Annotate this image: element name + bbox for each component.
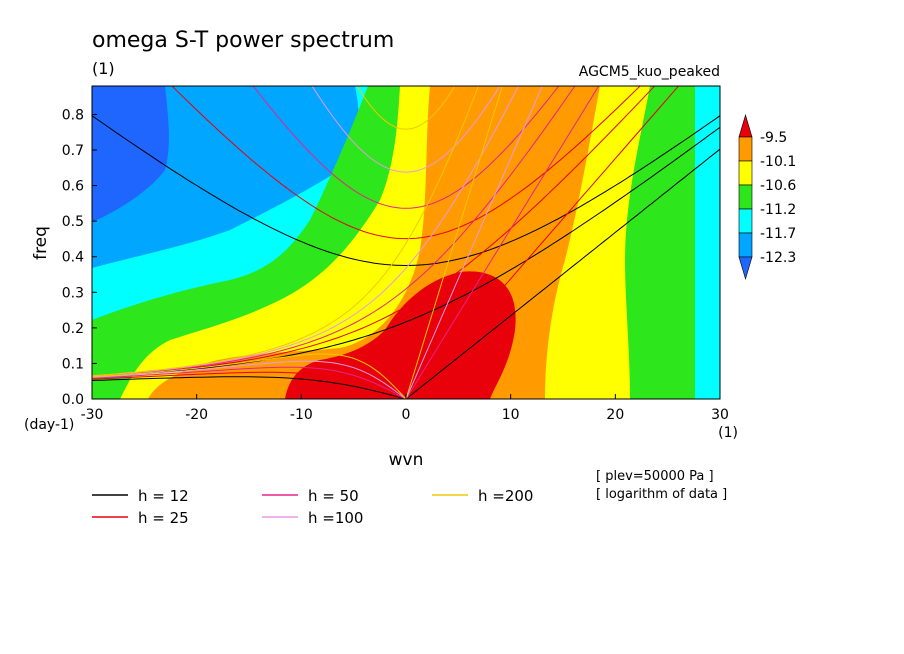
- y-tick-label: 0.8: [62, 107, 84, 123]
- x-axis: -30 -20 -10 0 10 20 30: [81, 394, 729, 423]
- colorbar-level-label: -9.5: [760, 130, 787, 146]
- legend-label: h = 50: [308, 487, 359, 505]
- x-axis-label: wvn: [389, 450, 424, 470]
- colorbar-swatch: [738, 184, 753, 210]
- y-tick-label: 0.6: [62, 179, 84, 195]
- kelvin-wave-curve: [405, 86, 600, 399]
- y-tick-label: 0.7: [62, 143, 84, 159]
- note-logarithm: [ logarithm of data ]: [596, 487, 727, 502]
- dispersion-curves: [92, 86, 720, 399]
- kelvin-wave-curve: [405, 148, 720, 399]
- colorbar-top-arrow: [738, 113, 753, 138]
- mixed-rossby-gravity-curve: [92, 86, 480, 377]
- colorbar-level-label: -11.7: [760, 226, 796, 242]
- rossby-wave-curve: [92, 360, 407, 399]
- y-tick-label: 0.2: [62, 321, 84, 337]
- mixed-rossby-gravity-curve: [92, 86, 576, 377]
- kelvin-wave-curve: [405, 86, 543, 399]
- colorbar-level-label: -10.1: [760, 154, 796, 170]
- contour-band-level-1: [285, 271, 516, 399]
- y-tick-label: 0.1: [62, 356, 84, 372]
- colorbar: -9.5 -10.1 -10.6 -11.2 -11.7 -12.3: [738, 113, 796, 281]
- x-tick-label: -10: [290, 407, 313, 423]
- kelvin-wave-curve: [405, 86, 503, 399]
- inertia-gravity-curve: [252, 86, 560, 209]
- chart-title-units: (1): [92, 59, 115, 78]
- rossby-wave-curve: [92, 366, 407, 399]
- legend-label: h =100: [308, 509, 363, 527]
- rossby-wave-curve: [92, 353, 407, 399]
- y-axis: 0.0 0.1 0.2 0.3 0.4 0.5 0.6 0.7 0.8: [62, 107, 97, 408]
- colorbar-swatch: [738, 208, 753, 234]
- y-tick-label: 0.0: [62, 392, 84, 408]
- rossby-wave-curve: [92, 376, 407, 399]
- mixed-rossby-gravity-curve: [92, 86, 656, 378]
- x-tick-label: 30: [711, 407, 729, 423]
- x-tick-label: 10: [502, 407, 520, 423]
- x-tick-label: 20: [606, 407, 624, 423]
- mixed-rossby-gravity-curve: [92, 126, 720, 378]
- x-tick-label: -30: [81, 407, 104, 423]
- contour-band-lowest: [92, 86, 169, 222]
- legend-label: h = 12: [138, 487, 189, 505]
- colorbar-swatch: [738, 232, 753, 258]
- inertia-gravity-curve: [92, 115, 720, 267]
- inertia-gravity-curve: [171, 86, 641, 240]
- legend: h = 12 h = 25 h = 50 h =100 h =200: [92, 487, 533, 527]
- x-tick-label: 0: [402, 407, 411, 423]
- chart-subtitle-right: AGCM5_kuo_peaked: [579, 64, 720, 80]
- colorbar-level-label: -10.6: [760, 178, 796, 194]
- note-plev: [ plev=50000 Pa ]: [596, 469, 714, 484]
- inertia-gravity-curve: [311, 86, 501, 173]
- legend-label: h = 25: [138, 509, 189, 527]
- colorbar-level-label: -12.3: [760, 250, 796, 266]
- x-axis-units: (1): [718, 425, 738, 441]
- colorbar-swatch: [738, 136, 753, 162]
- y-axis-label: freq: [31, 226, 51, 260]
- y-tick-label: 0.5: [62, 214, 84, 230]
- colorbar-bottom-arrow: [738, 256, 753, 281]
- mixed-rossby-gravity-curve: [92, 86, 519, 377]
- x-tick-label: -20: [185, 407, 208, 423]
- chart-title: omega S-T power spectrum: [92, 28, 394, 53]
- rossby-wave-curve: [92, 371, 407, 399]
- inertia-gravity-curve: [356, 86, 456, 130]
- legend-label: h =200: [478, 487, 533, 505]
- y-tick-label: 0.3: [62, 285, 84, 301]
- colorbar-level-label: -11.2: [760, 202, 796, 218]
- y-tick-label: 0.4: [62, 250, 84, 266]
- y-axis-units: (day-1): [24, 417, 74, 433]
- colorbar-swatch: [738, 160, 753, 186]
- kelvin-wave-curve: [405, 86, 680, 399]
